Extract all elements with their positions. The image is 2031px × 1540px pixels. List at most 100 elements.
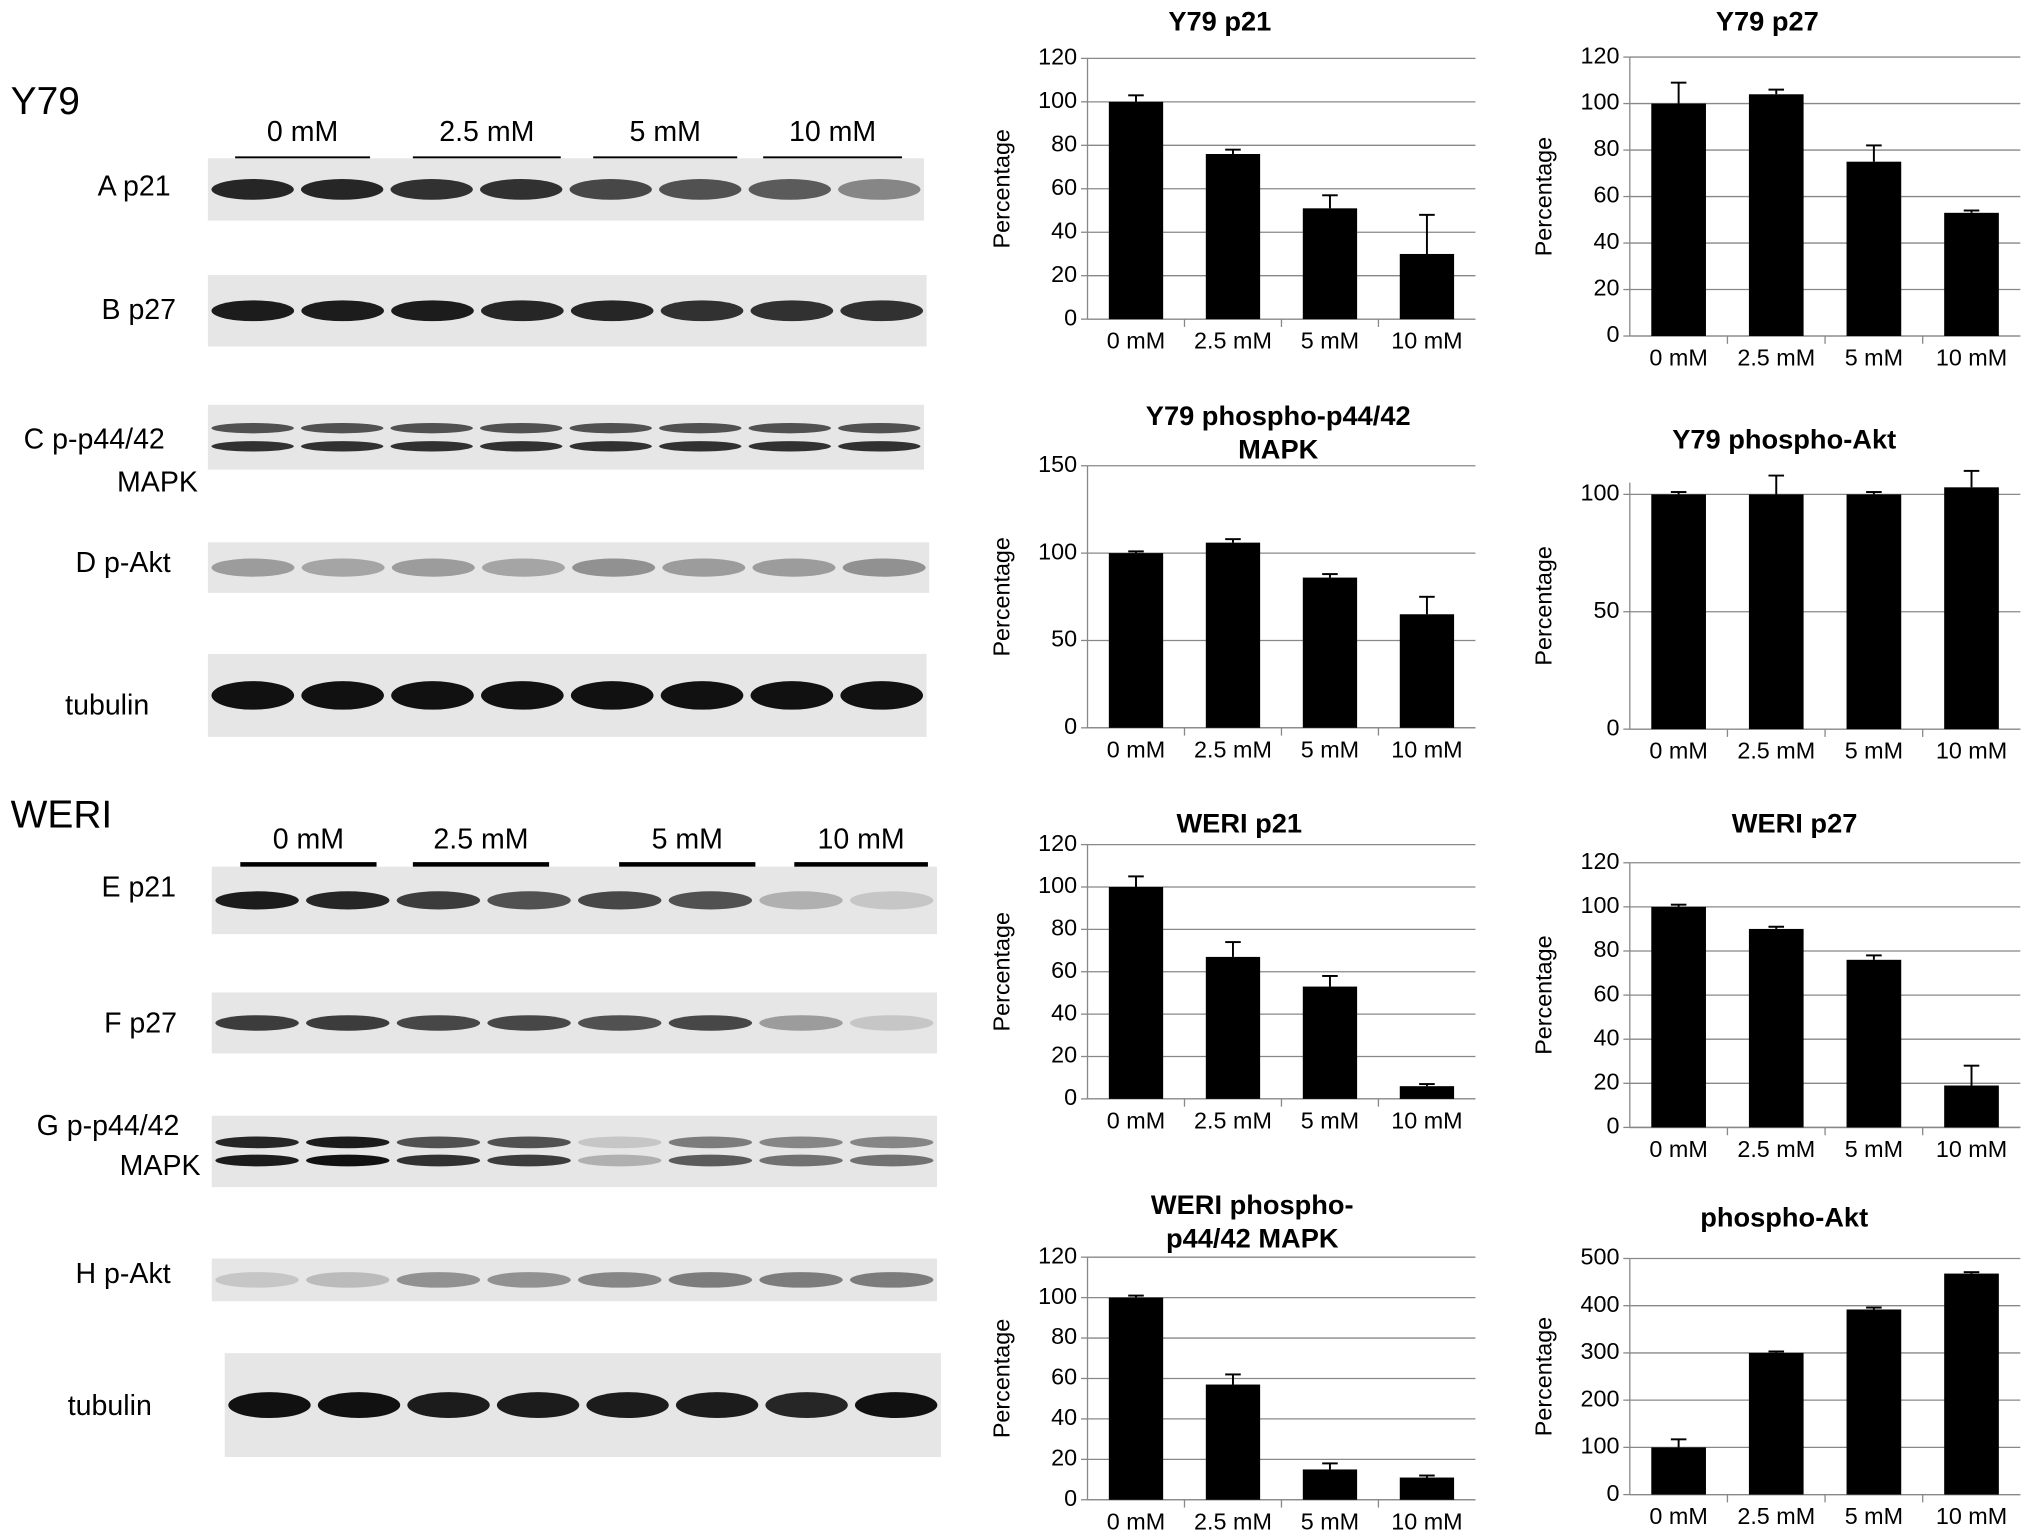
x-tick-label: 0 mM xyxy=(1649,1136,1707,1162)
blot-band xyxy=(570,300,654,322)
y-tick-label: 200 xyxy=(1580,1385,1619,1411)
concentration-label: 10 mM xyxy=(789,116,876,148)
y-tick-label: 100 xyxy=(1580,892,1619,918)
bar xyxy=(1205,1384,1261,1500)
x-tick-label: 5 mM xyxy=(1301,736,1359,762)
blot-row-label: B p27 xyxy=(101,294,176,326)
concentration-label: 5 mM xyxy=(652,823,723,855)
y-tick-label: 100 xyxy=(1038,1283,1077,1309)
blot-band xyxy=(838,422,921,434)
chart-title: phospho-Akt xyxy=(1700,1202,1868,1233)
blot-band xyxy=(211,558,295,577)
blot-band xyxy=(659,441,742,452)
bar xyxy=(1108,553,1164,728)
y-tick-label: 100 xyxy=(1038,872,1077,898)
blot-band xyxy=(849,1015,934,1031)
blot-band xyxy=(569,179,652,200)
cell-line-label: WERI xyxy=(11,794,113,837)
blot-band xyxy=(750,681,834,710)
blot-strip xyxy=(211,1115,938,1188)
bar xyxy=(1846,161,1902,337)
blot-band xyxy=(300,422,384,434)
blot-band xyxy=(211,422,294,434)
blot-band xyxy=(752,558,836,577)
blot-band xyxy=(211,179,294,200)
blot-band xyxy=(659,422,742,434)
y-tick-label: 120 xyxy=(1580,848,1619,874)
bar xyxy=(1205,154,1261,320)
blot-band xyxy=(215,1015,299,1031)
blot-band xyxy=(840,681,924,710)
blot-band xyxy=(838,179,921,200)
y-tick-label: 0 xyxy=(1064,713,1077,739)
blot-band xyxy=(849,1154,934,1167)
bar-chart: WERI p27 Percentage 0 20 40 60 80 100 120 0 mM 2.5… xyxy=(1531,807,2021,1162)
y-tick-label: 100 xyxy=(1580,89,1619,115)
x-tick-label: 10 mM xyxy=(1391,736,1462,762)
y-tick-label: 100 xyxy=(1580,1433,1619,1459)
blot-band xyxy=(578,1136,662,1149)
y-tick-label: 0 xyxy=(1606,714,1619,740)
x-tick-label: 2.5 mM xyxy=(1737,345,1815,371)
bar-chart: Y79 p27 Percentage 0 20 40 60 80 100 120 0 mM 2.5 … xyxy=(1531,6,2021,371)
blot-band xyxy=(759,891,843,910)
y-tick-label: 0 xyxy=(1064,1084,1077,1110)
blot-band xyxy=(570,681,654,710)
blot-band xyxy=(759,1015,843,1031)
y-tick-label: 50 xyxy=(1051,626,1077,652)
x-tick-label: 10 mM xyxy=(1391,328,1462,354)
x-tick-label: 5 mM xyxy=(1845,345,1903,371)
blot-row-label: MAPK xyxy=(120,1150,201,1182)
cell-line-label: Y79 xyxy=(11,80,80,123)
blot-strip xyxy=(207,404,925,470)
concentration-label: 2.5 mM xyxy=(439,116,534,148)
y-tick-label: 120 xyxy=(1038,44,1077,70)
chart-title: Y79 phospho-p44/42 xyxy=(1146,400,1411,431)
blot-band xyxy=(215,1154,299,1167)
concentration-label: 0 mM xyxy=(267,116,338,148)
chart-title: WERI p21 xyxy=(1176,807,1302,838)
blot-band xyxy=(578,1154,662,1167)
x-tick-label: 5 mM xyxy=(1845,738,1903,764)
bar xyxy=(1108,886,1164,1099)
x-tick-label: 2.5 mM xyxy=(1194,1508,1272,1534)
y-axis-label: Percentage xyxy=(1531,935,1557,1054)
chart-title: p44/42 MAPK xyxy=(1166,1223,1339,1254)
chart-title: WERI p27 xyxy=(1732,807,1858,838)
blot-band xyxy=(481,558,565,577)
x-tick-label: 0 mM xyxy=(1107,1508,1165,1534)
blot-band xyxy=(659,179,742,200)
x-tick-label: 5 mM xyxy=(1845,1503,1903,1529)
x-tick-label: 10 mM xyxy=(1936,1503,2007,1529)
blot-band xyxy=(668,1154,753,1167)
bar xyxy=(1302,208,1358,320)
y-tick-label: 120 xyxy=(1038,1242,1077,1268)
blot-panel: Y79 0 mM 2.5 mM 5 mM 10 mM A p21 B p27 C p-p44/… xyxy=(11,80,941,1457)
y-tick-label: 20 xyxy=(1051,1042,1077,1068)
bar xyxy=(1748,494,1804,730)
y-tick-label: 20 xyxy=(1051,1445,1077,1471)
x-tick-label: 5 mM xyxy=(1301,1107,1359,1133)
blot-band xyxy=(306,1136,390,1149)
bar xyxy=(1108,101,1164,320)
blot-band xyxy=(586,1392,669,1419)
y-axis-label: Percentage xyxy=(988,537,1014,656)
chart-title: WERI phospho- xyxy=(1151,1189,1354,1220)
x-tick-label: 2.5 mM xyxy=(1194,328,1272,354)
y-tick-label: 500 xyxy=(1580,1244,1619,1270)
blot-band xyxy=(300,441,384,452)
blot-band xyxy=(748,179,831,200)
bar-chart: phospho-Akt Percentage 0 100 200 300 400 500 0 m… xyxy=(1531,1202,2021,1529)
blot-row-label: H p-Akt xyxy=(76,1258,171,1290)
concentration-label: 10 mM xyxy=(818,823,905,855)
x-tick-label: 10 mM xyxy=(1936,1136,2007,1162)
blot-band xyxy=(748,422,831,434)
bar xyxy=(1748,928,1804,1128)
y-tick-label: 80 xyxy=(1593,936,1619,962)
bar xyxy=(1205,956,1261,1099)
x-tick-label: 5 mM xyxy=(1845,1136,1903,1162)
blot-band xyxy=(572,558,656,577)
y-tick-label: 40 xyxy=(1051,217,1077,243)
blot-band xyxy=(306,1154,390,1167)
blot-band xyxy=(569,441,652,452)
